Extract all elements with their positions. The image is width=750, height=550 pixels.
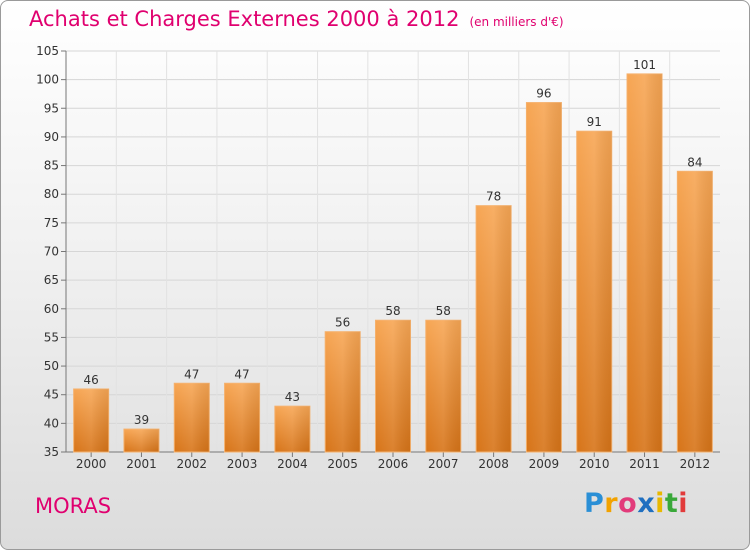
x-tick-label: 2001 (126, 457, 157, 471)
x-tick-label: 2004 (277, 457, 308, 471)
logo-letter: x (637, 488, 656, 519)
y-tick-label: 90 (44, 130, 59, 144)
y-tick-label: 35 (44, 445, 59, 459)
data-label: 56 (335, 316, 350, 330)
logo-letter: r (604, 488, 619, 519)
y-tick-label: 40 (44, 416, 59, 430)
logo-letter: o (618, 488, 638, 519)
data-label: 101 (633, 58, 656, 72)
data-label: 91 (587, 115, 602, 129)
logo-letter: P (584, 488, 605, 519)
bar-shine (476, 205, 512, 452)
x-tick-label: 2002 (176, 457, 207, 471)
bar-shine (526, 102, 562, 453)
x-tick-label: 2006 (378, 457, 409, 471)
bars (73, 73, 713, 453)
data-label: 46 (84, 373, 99, 387)
data-label: 58 (385, 304, 400, 318)
city-name: MORAS (35, 494, 112, 518)
logo-letter: i (655, 488, 665, 519)
bar-shine (576, 131, 612, 452)
y-tick-label: 85 (44, 159, 59, 173)
bar-shine (325, 331, 361, 452)
x-tick-label: 2008 (478, 457, 509, 471)
y-tick-label: 105 (36, 44, 59, 58)
data-label: 39 (134, 413, 149, 427)
y-tick-label: 50 (44, 359, 59, 373)
title-text: Achats et Charges Externes 2000 à 2012 (29, 7, 460, 31)
y-tick-label: 45 (44, 388, 59, 402)
data-label: 96 (536, 87, 551, 101)
data-label: 47 (184, 367, 199, 381)
data-label: 43 (285, 390, 300, 404)
bar-shine (73, 388, 109, 452)
x-tick-label: 2010 (579, 457, 610, 471)
x-tick-label: 2012 (680, 457, 711, 471)
logo-letter: t (664, 488, 679, 519)
bar-shine (627, 73, 663, 453)
bar-shine (224, 383, 260, 452)
y-tick-label: 75 (44, 216, 59, 230)
bar-shine (677, 171, 713, 453)
proxiti-logo[interactable]: Proxiti (584, 488, 688, 519)
y-tick-label: 55 (44, 330, 59, 344)
x-tick-label: 2003 (227, 457, 258, 471)
data-label: 84 (687, 155, 702, 169)
x-tick-label: 2009 (529, 457, 560, 471)
bar-shine (274, 406, 310, 452)
chart-title: Achats et Charges Externes 2000 à 2012 (e… (29, 7, 564, 31)
y-tick-label: 60 (44, 302, 59, 316)
bar-shine (425, 320, 461, 452)
y-tick-label: 65 (44, 273, 59, 287)
data-label: 58 (436, 304, 451, 318)
labels: 35 40 45 50 55 60 65 70 75 80 85 90 95 100 105 46 2000 39… (36, 44, 710, 471)
data-label: 78 (486, 190, 501, 204)
y-tick-label: 95 (44, 101, 59, 115)
bar-shine (375, 320, 411, 452)
bar-shine (123, 429, 159, 452)
y-tick-label: 80 (44, 187, 59, 201)
x-tick-label: 2000 (76, 457, 107, 471)
title-unit: (en milliers d'€) (469, 15, 564, 29)
y-tick-label: 100 (36, 73, 59, 87)
y-tick-label: 70 (44, 245, 59, 259)
bar-shine (174, 383, 210, 452)
x-tick-label: 2005 (327, 457, 358, 471)
x-tick-label: 2011 (629, 457, 660, 471)
data-label: 47 (234, 367, 249, 381)
x-tick-label: 2007 (428, 457, 459, 471)
logo-letter: i (678, 488, 689, 519)
